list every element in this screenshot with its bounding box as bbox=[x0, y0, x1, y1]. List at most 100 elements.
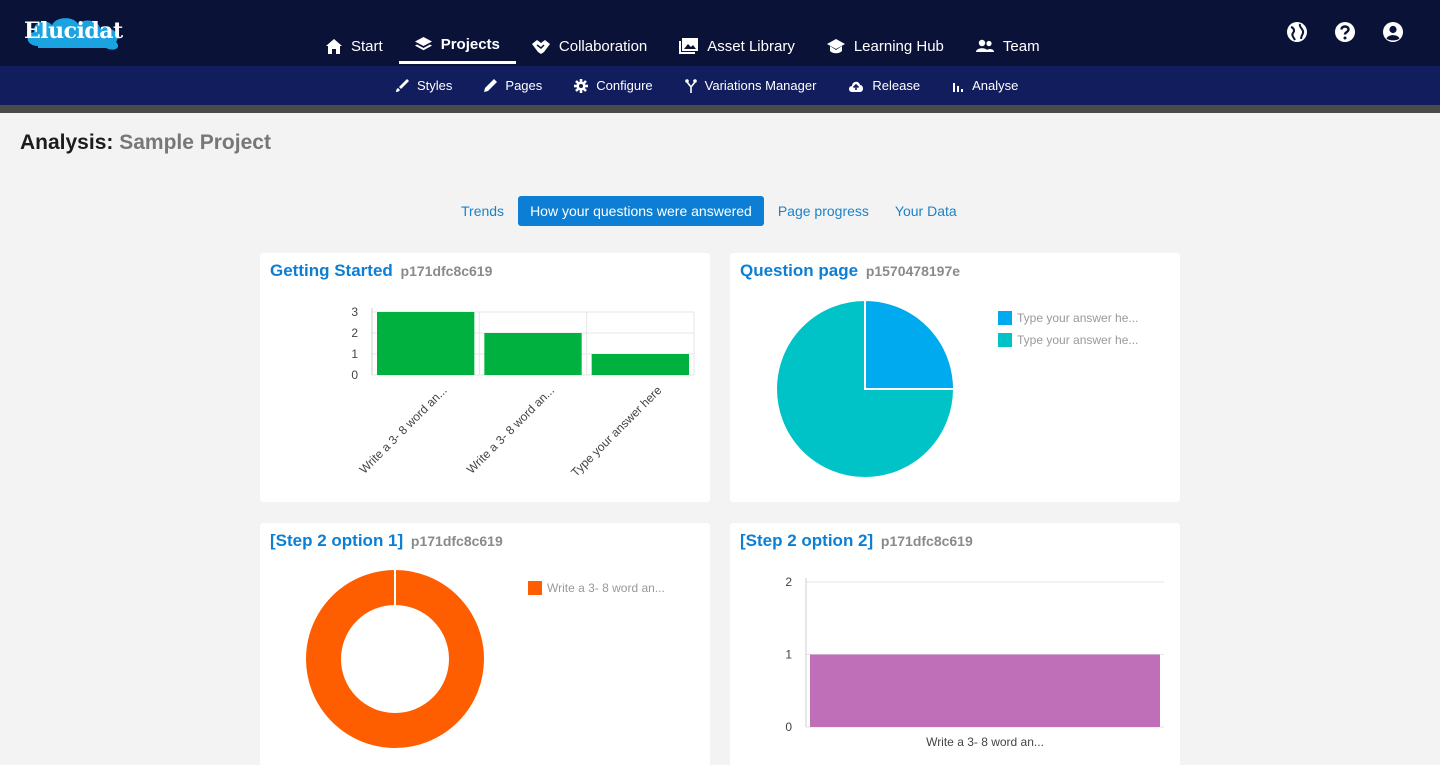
tab-trends[interactable]: Trends bbox=[461, 203, 505, 219]
y-tick-label: 1 bbox=[785, 648, 792, 662]
top-navigation-bar: Elucidat Start Projects Collaboration As… bbox=[0, 0, 1440, 66]
branch-icon bbox=[684, 78, 697, 93]
card-page-id: p171dfc8c619 bbox=[410, 533, 503, 549]
chart-card-question-page: Question page p1570478197e Type your ans… bbox=[730, 253, 1180, 502]
handshake-icon bbox=[531, 39, 550, 54]
brush-icon bbox=[396, 79, 409, 92]
y-tick-label: 2 bbox=[351, 326, 358, 340]
bar-chart-icon bbox=[953, 82, 964, 92]
card-title: [Step 2 option 2] p171dfc8c619 bbox=[740, 531, 973, 551]
card-page-id: p171dfc8c619 bbox=[400, 263, 493, 279]
nav-learning-hub[interactable]: Learning Hub bbox=[811, 28, 960, 64]
nav-start[interactable]: Start bbox=[310, 28, 399, 64]
card-title: [Step 2 option 1] p171dfc8c619 bbox=[270, 531, 503, 551]
card-title-link[interactable]: Question page bbox=[740, 261, 859, 280]
layers-icon bbox=[414, 36, 432, 50]
bar-chart-step-2-option-2: 0 1 2 Write a 3- 8 word an... bbox=[785, 575, 1164, 749]
home-icon bbox=[326, 38, 342, 54]
nav-learning-hub-label: Learning Hub bbox=[853, 37, 944, 55]
cloud-upload-icon bbox=[849, 81, 864, 92]
nav-asset-library[interactable]: Asset Library bbox=[663, 28, 811, 64]
top-right-icons bbox=[1286, 21, 1404, 43]
subnav-analyse[interactable]: Analyse bbox=[936, 66, 1034, 105]
tab-how-questions-answered[interactable]: How your questions were answered bbox=[518, 196, 764, 226]
chart-legend: Write a 3- 8 word an... bbox=[528, 577, 665, 599]
donut-slice bbox=[306, 570, 484, 748]
user-account-icon[interactable] bbox=[1382, 21, 1404, 43]
subnav-styles-label: Styles bbox=[417, 78, 453, 93]
graduation-cap-icon bbox=[826, 38, 845, 53]
page-title: Analysis: Sample Project bbox=[20, 131, 271, 155]
images-icon bbox=[679, 38, 699, 54]
bar bbox=[810, 654, 1160, 727]
nav-team[interactable]: Team bbox=[960, 28, 1056, 64]
legend-label: Type your answer he... bbox=[1017, 333, 1139, 347]
y-tick-label: 3 bbox=[351, 305, 358, 319]
bar bbox=[484, 333, 582, 375]
logo-text: Elucidat bbox=[24, 18, 123, 44]
card-title-link[interactable]: Getting Started bbox=[270, 261, 393, 280]
legend-item[interactable]: Type your answer he... bbox=[998, 307, 1138, 329]
nav-team-label: Team bbox=[1002, 37, 1040, 55]
subnav-pages[interactable]: Pages bbox=[468, 66, 558, 105]
logo-cloud-icon bbox=[27, 18, 119, 50]
nav-start-label: Start bbox=[351, 37, 383, 55]
card-page-id: p171dfc8c619 bbox=[880, 533, 973, 549]
y-tick-label: 0 bbox=[785, 720, 792, 734]
bar-chart-getting-started: 0 1 2 3 Write a 3- 8 word an... Write a 3- 8 … bbox=[351, 305, 695, 479]
legend-swatch bbox=[998, 311, 1012, 325]
project-sub-navigation: Styles Pages Configure Variations Manage… bbox=[380, 66, 1034, 105]
legend-swatch bbox=[998, 333, 1012, 347]
project-toolbar: Styles Pages Configure Variations Manage… bbox=[0, 66, 1440, 105]
card-title-link[interactable]: [Step 2 option 2] bbox=[740, 531, 874, 550]
x-tick-label: Write a 3- 8 word an... bbox=[926, 735, 1044, 749]
nav-collaboration[interactable]: Collaboration bbox=[516, 28, 663, 64]
bar bbox=[591, 354, 689, 375]
pencil-icon bbox=[484, 79, 498, 92]
elucidat-logo[interactable]: Elucidat bbox=[18, 12, 130, 52]
x-tick-label: Type your answer here bbox=[568, 383, 664, 479]
card-page-id: p1570478197e bbox=[865, 263, 961, 279]
page-title-prefix: Analysis: bbox=[20, 131, 114, 154]
pie-slice bbox=[864, 298, 956, 390]
tab-page-progress[interactable]: Page progress bbox=[777, 203, 869, 219]
tab-your-data[interactable]: Your Data bbox=[894, 203, 957, 219]
legend-swatch bbox=[528, 581, 542, 595]
subnav-release[interactable]: Release bbox=[832, 66, 936, 105]
bar bbox=[377, 312, 475, 375]
subnav-configure[interactable]: Configure bbox=[558, 66, 668, 105]
subnav-styles[interactable]: Styles bbox=[380, 66, 468, 105]
subnav-variations-manager-label: Variations Manager bbox=[704, 78, 817, 93]
donut-chart-step-2-option-1 bbox=[306, 570, 484, 748]
help-icon[interactable] bbox=[1334, 21, 1356, 43]
analysis-tabs: Trends How your questions were answered … bbox=[449, 196, 971, 226]
card-title: Getting Started p171dfc8c619 bbox=[270, 261, 492, 281]
y-tick-label: 1 bbox=[351, 347, 358, 361]
legend-item[interactable]: Type your answer he... bbox=[998, 329, 1138, 351]
card-title: Question page p1570478197e bbox=[740, 261, 960, 281]
divider-strip bbox=[0, 105, 1440, 113]
nav-collaboration-label: Collaboration bbox=[558, 37, 648, 55]
chart-card-step-2-option-1: [Step 2 option 1] p171dfc8c619 Write a 3… bbox=[260, 523, 710, 765]
chart-card-step-2-option-2: 0 1 2 Write a 3- 8 word an... [Step 2 optio… bbox=[730, 523, 1180, 765]
pie-slice bbox=[775, 298, 956, 479]
y-tick-label: 0 bbox=[351, 368, 358, 382]
subnav-configure-label: Configure bbox=[596, 78, 653, 93]
x-tick-label: Write a 3- 8 word an... bbox=[357, 383, 450, 476]
pie-chart-question-page bbox=[775, 298, 956, 479]
chart-legend: Type your answer he... Type your answer … bbox=[998, 307, 1138, 351]
nav-asset-library-label: Asset Library bbox=[707, 37, 795, 55]
y-tick-label: 2 bbox=[785, 575, 792, 589]
nav-projects-label: Projects bbox=[440, 36, 500, 53]
subnav-analyse-label: Analyse bbox=[972, 78, 1019, 93]
nav-projects[interactable]: Projects bbox=[398, 28, 516, 64]
subnav-variations-manager[interactable]: Variations Manager bbox=[669, 66, 833, 105]
legend-label: Write a 3- 8 word an... bbox=[547, 581, 665, 595]
project-name: Sample Project bbox=[119, 131, 271, 154]
subnav-release-label: Release bbox=[872, 78, 921, 93]
globe-icon[interactable] bbox=[1286, 21, 1308, 43]
legend-item[interactable]: Write a 3- 8 word an... bbox=[528, 577, 665, 599]
legend-label: Type your answer he... bbox=[1017, 311, 1139, 325]
card-title-link[interactable]: [Step 2 option 1] bbox=[270, 531, 404, 550]
subnav-pages-label: Pages bbox=[505, 78, 543, 93]
